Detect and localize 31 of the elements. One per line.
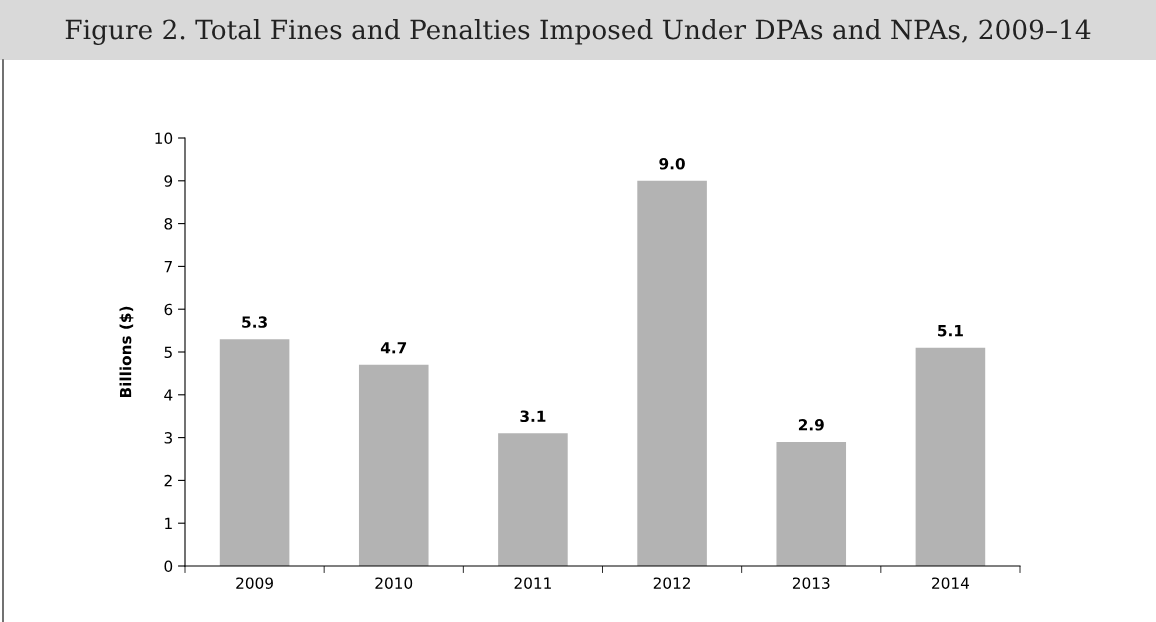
x-tick-label: 2010 <box>375 577 413 589</box>
y-tick-label: 4 <box>164 389 173 401</box>
y-tick-label: 9 <box>164 175 173 187</box>
x-tick-label: 2014 <box>932 577 969 589</box>
bar <box>637 180 707 566</box>
data-label: 9.0 <box>659 157 685 170</box>
chart-title: Figure 2. Total Fines and Penalties Imposed Under DPAs and NPAs, 2009–14 <box>65 19 1091 45</box>
y-tick-label: 2 <box>164 474 172 487</box>
x-tick-label: 2009 <box>236 577 273 589</box>
y-tick-label: 6 <box>164 303 173 316</box>
y-tick-label: 8 <box>164 218 173 230</box>
y-tick-label: 1 <box>165 517 172 529</box>
y-tick-label: 0 <box>164 560 173 573</box>
data-label: 2.9 <box>798 419 824 431</box>
bar <box>776 441 847 566</box>
y-tick-label: 3 <box>164 432 172 444</box>
x-tick-label: 2013 <box>792 577 830 589</box>
data-label: 5.1 <box>938 325 963 337</box>
bar <box>915 347 986 566</box>
data-label: 3.1 <box>520 410 546 423</box>
bar <box>358 364 429 566</box>
y-tick-label: 10 <box>155 132 173 145</box>
y-tick-label: 5 <box>164 346 172 359</box>
bar <box>498 433 568 566</box>
x-tick-label: 2012 <box>653 577 690 589</box>
data-label: 4.7 <box>380 342 407 354</box>
x-tick-label: 2011 <box>514 577 551 589</box>
y-axis-title: Billions ($) <box>119 306 134 398</box>
data-label: 5.3 <box>242 316 267 328</box>
bar <box>219 339 290 566</box>
y-tick-label: 7 <box>164 261 172 273</box>
